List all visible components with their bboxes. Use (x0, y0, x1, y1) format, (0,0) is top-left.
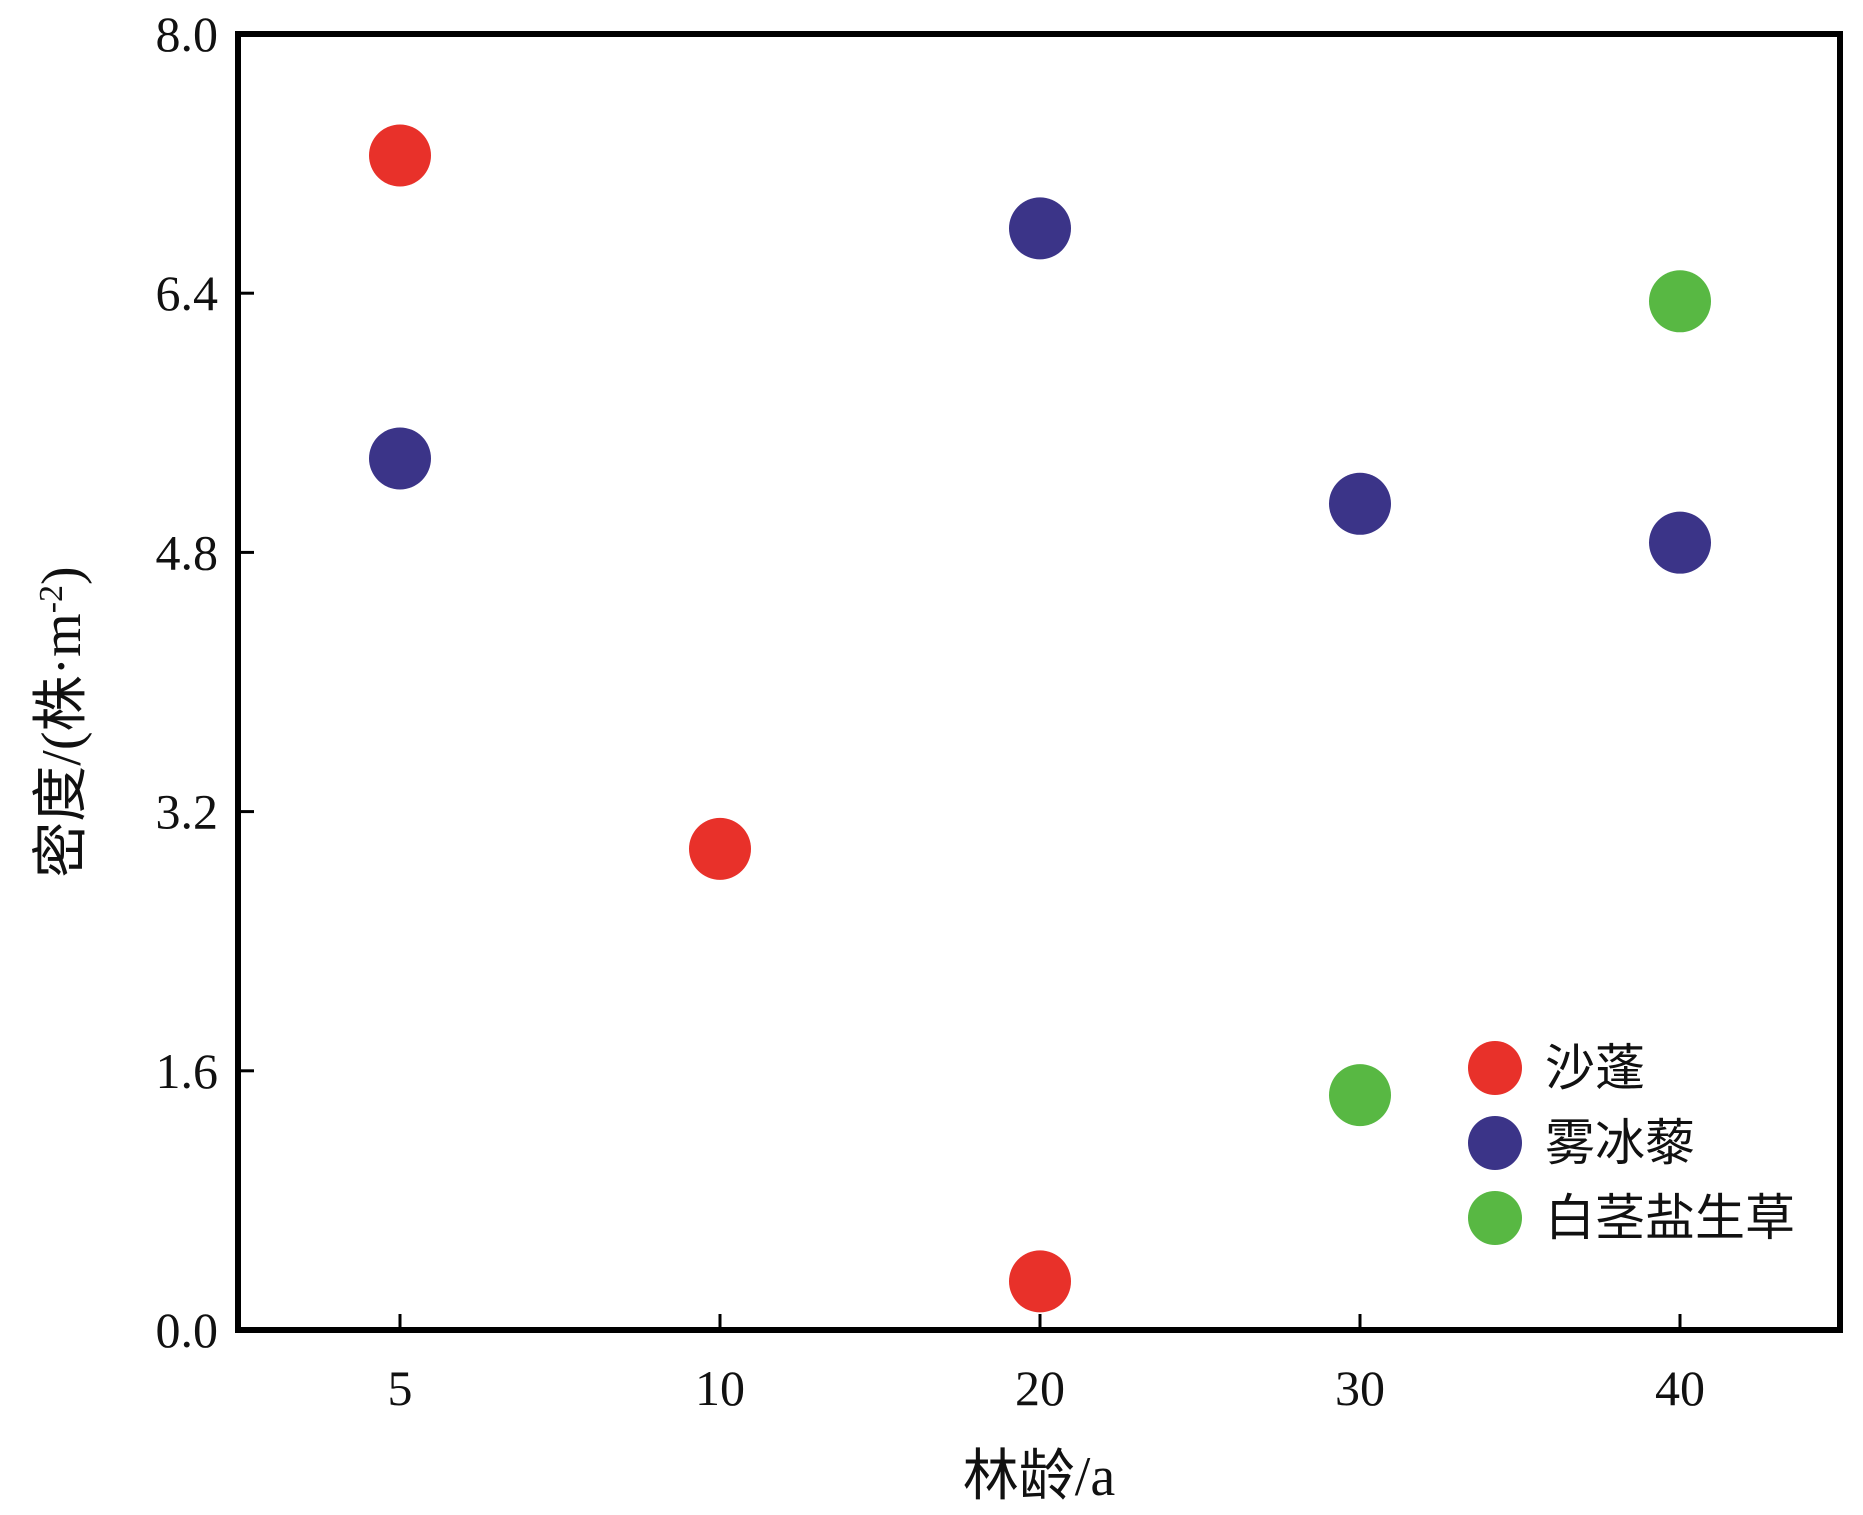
data-point (1329, 472, 1391, 535)
axis-ticks: 0.0 1.6 3.2 4.8 6.4 8.0 5 10 20 30 40 (156, 6, 1706, 1416)
y-axis-title: 密度/(株·m-2) (31, 566, 93, 877)
legend-marker (1468, 1116, 1522, 1170)
x-tick-label: 40 (1655, 1360, 1705, 1416)
y-tick-label: 0.0 (156, 1302, 219, 1358)
y-tick-label: 8.0 (156, 6, 219, 62)
legend-marker (1468, 1191, 1522, 1245)
x-tick-label: 5 (388, 1360, 413, 1416)
data-point (369, 124, 431, 187)
legend-label: 白茎盐生草 (1545, 1190, 1795, 1246)
data-point (369, 427, 431, 490)
legend-label: 沙蓬 (1545, 1040, 1645, 1096)
data-point (1009, 1250, 1071, 1313)
data-point (1649, 511, 1711, 574)
data-point (1009, 197, 1071, 260)
x-tick-label: 10 (695, 1360, 745, 1416)
y-axis-title-main: 密度/(株·m (31, 613, 93, 877)
plot-area-frame (235, 31, 1843, 1333)
x-axis-title: 林龄/a (963, 1446, 1116, 1508)
y-tick-label: 6.4 (156, 265, 219, 321)
x-tick-label: 20 (1015, 1360, 1065, 1416)
y-axis-title-end: ) (31, 566, 93, 585)
data-point (1649, 270, 1711, 333)
data-point (689, 817, 751, 880)
y-tick-label: 1.6 (156, 1043, 219, 1099)
data-point (1329, 1064, 1391, 1127)
data-points (369, 124, 1711, 1313)
x-tick-label: 30 (1335, 1360, 1385, 1416)
legend-marker (1468, 1041, 1522, 1095)
y-axis-title-superscript: -2 (33, 585, 70, 613)
legend-label: 雾冰藜 (1545, 1115, 1695, 1171)
y-tick-label: 4.8 (156, 524, 219, 580)
y-tick-label: 3.2 (156, 784, 219, 840)
